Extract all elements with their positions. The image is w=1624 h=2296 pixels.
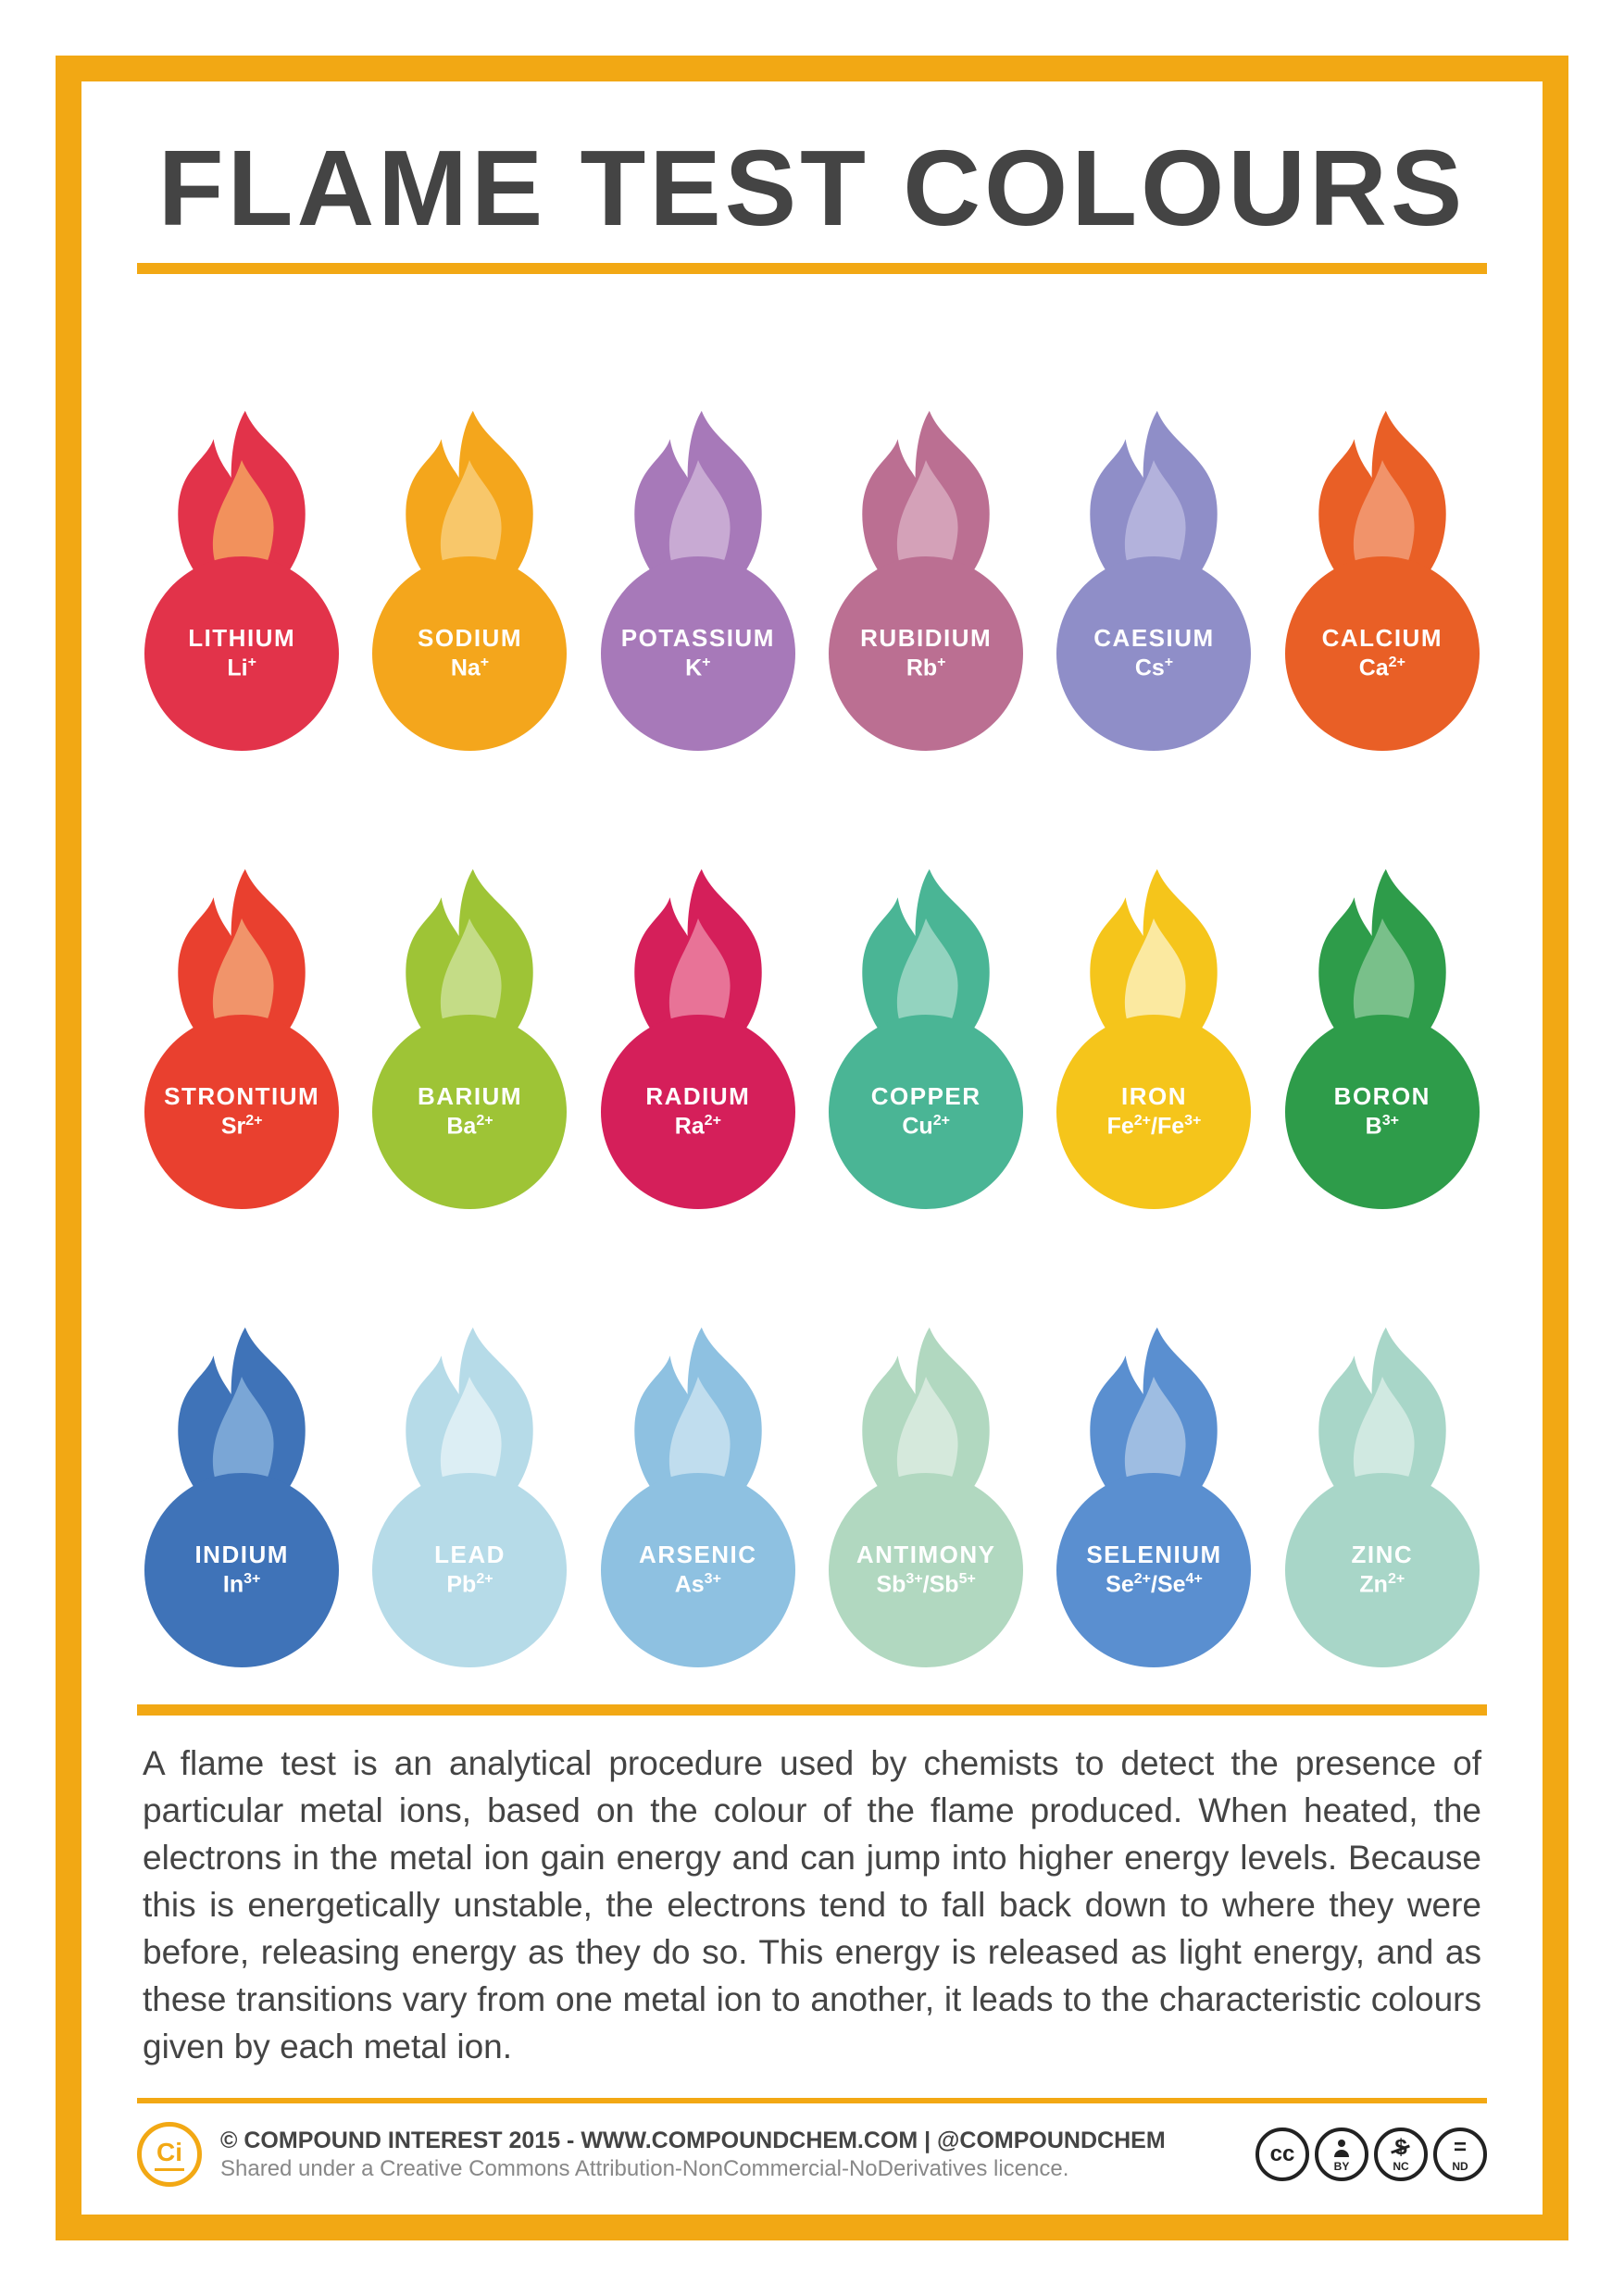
logo-text: Ci <box>155 2138 184 2171</box>
element-name: BORON <box>1334 1083 1430 1111</box>
element-circle: CAESIUM Cs+ <box>1056 556 1251 751</box>
element-cell: IRON Fe2+/Fe3+ <box>1049 779 1258 1209</box>
element-name: ANTIMONY <box>856 1541 996 1569</box>
element-name: ARSENIC <box>639 1541 757 1569</box>
element-circle: RADIUM Ra2+ <box>601 1015 795 1209</box>
element-circle: LITHIUM Li+ <box>144 556 339 751</box>
element-ion: Ra2+ <box>675 1113 721 1140</box>
element-ion: Cs+ <box>1135 655 1173 681</box>
element-cell: RUBIDIUM Rb+ <box>821 320 1031 751</box>
element-name: POTASSIUM <box>621 625 775 653</box>
element-circle: ZINC Zn2+ <box>1285 1473 1480 1667</box>
element-ion: Se2+/Se4+ <box>1106 1571 1203 1598</box>
element-circle: CALCIUM Ca2+ <box>1285 556 1480 751</box>
description-text: A flame test is an analytical procedure … <box>137 1716 1487 2098</box>
element-cell: RADIUM Ra2+ <box>593 779 803 1209</box>
element-cell: INDIUM In3+ <box>137 1237 346 1667</box>
footer-line-2: Shared under a Creative Commons Attribut… <box>220 2156 1237 2182</box>
cc-badge-icon: BY <box>1315 2128 1368 2181</box>
footer-text: © COMPOUND INTEREST 2015 - WWW.COMPOUNDC… <box>220 2128 1237 2182</box>
element-name: SODIUM <box>418 625 522 653</box>
cc-badge-icon: =ND <box>1433 2128 1487 2181</box>
element-name: LEAD <box>434 1541 506 1569</box>
element-cell: POTASSIUM K+ <box>593 320 803 751</box>
title-rule <box>137 263 1487 274</box>
element-name: COPPER <box>871 1083 981 1111</box>
element-cell: LITHIUM Li+ <box>137 320 346 751</box>
element-name: RUBIDIUM <box>860 625 992 653</box>
element-cell: COPPER Cu2+ <box>821 779 1031 1209</box>
element-ion: Sb3+/Sb5+ <box>876 1571 975 1598</box>
element-name: SELENIUM <box>1086 1541 1221 1569</box>
element-cell: SODIUM Na+ <box>365 320 574 751</box>
bottom-rule <box>137 1704 1487 1716</box>
element-cell: BARIUM Ba2+ <box>365 779 574 1209</box>
element-circle: BORON B3+ <box>1285 1015 1480 1209</box>
element-cell: ANTIMONY Sb3+/Sb5+ <box>821 1237 1031 1667</box>
element-name: CALCIUM <box>1322 625 1443 653</box>
element-ion: Ca2+ <box>1359 655 1405 681</box>
element-ion: Zn2+ <box>1359 1571 1405 1598</box>
element-name: LITHIUM <box>188 625 295 653</box>
element-circle: SELENIUM Se2+/Se4+ <box>1056 1473 1251 1667</box>
element-circle: STRONTIUM Sr2+ <box>144 1015 339 1209</box>
element-ion: Pb2+ <box>446 1571 493 1598</box>
element-ion: In3+ <box>223 1571 260 1598</box>
element-name: BARIUM <box>418 1083 522 1111</box>
element-ion: Sr2+ <box>221 1113 263 1140</box>
element-cell: CAESIUM Cs+ <box>1049 320 1258 751</box>
element-cell: BORON B3+ <box>1278 779 1487 1209</box>
element-circle: POTASSIUM K+ <box>601 556 795 751</box>
element-name: IRON <box>1121 1083 1187 1111</box>
element-name: INDIUM <box>194 1541 288 1569</box>
compound-interest-logo-icon: Ci <box>137 2122 202 2187</box>
element-circle: ANTIMONY Sb3+/Sb5+ <box>829 1473 1023 1667</box>
element-name: STRONTIUM <box>164 1083 319 1111</box>
element-ion: Rb+ <box>906 655 946 681</box>
element-cell: ARSENIC As3+ <box>593 1237 803 1667</box>
cc-badges: ccBY$NC=ND <box>1255 2128 1487 2181</box>
element-ion: As3+ <box>675 1571 721 1598</box>
element-name: RADIUM <box>645 1083 750 1111</box>
footer: Ci © COMPOUND INTEREST 2015 - WWW.COMPOU… <box>137 2098 1487 2187</box>
element-circle: LEAD Pb2+ <box>372 1473 567 1667</box>
element-circle: SODIUM Na+ <box>372 556 567 751</box>
element-ion: Na+ <box>451 655 489 681</box>
elements-grid: LITHIUM Li+ SODIUM Na+ POTASSIUM K+ RUBI… <box>137 274 1487 1704</box>
element-circle: IRON Fe2+/Fe3+ <box>1056 1015 1251 1209</box>
element-name: ZINC <box>1351 1541 1413 1569</box>
cc-badge-icon: cc <box>1255 2128 1309 2181</box>
element-cell: LEAD Pb2+ <box>365 1237 574 1667</box>
element-ion: Fe2+/Fe3+ <box>1107 1113 1202 1140</box>
element-cell: CALCIUM Ca2+ <box>1278 320 1487 751</box>
footer-line-1: © COMPOUND INTEREST 2015 - WWW.COMPOUNDC… <box>220 2128 1237 2154</box>
cc-badge-icon: $NC <box>1374 2128 1428 2181</box>
element-ion: B3+ <box>1366 1113 1399 1140</box>
element-circle: INDIUM In3+ <box>144 1473 339 1667</box>
element-ion: Ba2+ <box>446 1113 493 1140</box>
element-cell: SELENIUM Se2+/Se4+ <box>1049 1237 1258 1667</box>
element-circle: COPPER Cu2+ <box>829 1015 1023 1209</box>
element-circle: BARIUM Ba2+ <box>372 1015 567 1209</box>
page-title: FLAME TEST COLOURS <box>137 126 1487 250</box>
element-cell: ZINC Zn2+ <box>1278 1237 1487 1667</box>
element-name: CAESIUM <box>1093 625 1214 653</box>
element-circle: ARSENIC As3+ <box>601 1473 795 1667</box>
element-cell: STRONTIUM Sr2+ <box>137 779 346 1209</box>
element-ion: Li+ <box>227 655 256 681</box>
element-circle: RUBIDIUM Rb+ <box>829 556 1023 751</box>
element-ion: K+ <box>685 655 710 681</box>
element-ion: Cu2+ <box>902 1113 950 1140</box>
